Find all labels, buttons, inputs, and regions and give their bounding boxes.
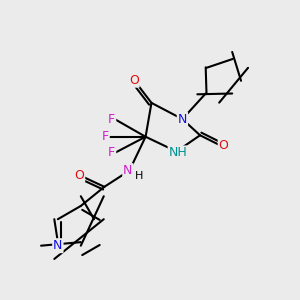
Text: O: O [219, 139, 229, 152]
Text: N: N [178, 112, 187, 126]
Text: F: F [102, 130, 109, 143]
Text: F: F [108, 112, 115, 126]
Text: N: N [123, 164, 133, 177]
Text: NH: NH [169, 146, 187, 159]
Text: H: H [135, 171, 143, 181]
Text: O: O [129, 74, 139, 87]
Text: O: O [74, 169, 84, 182]
Text: F: F [108, 146, 115, 159]
Text: N: N [53, 239, 62, 252]
